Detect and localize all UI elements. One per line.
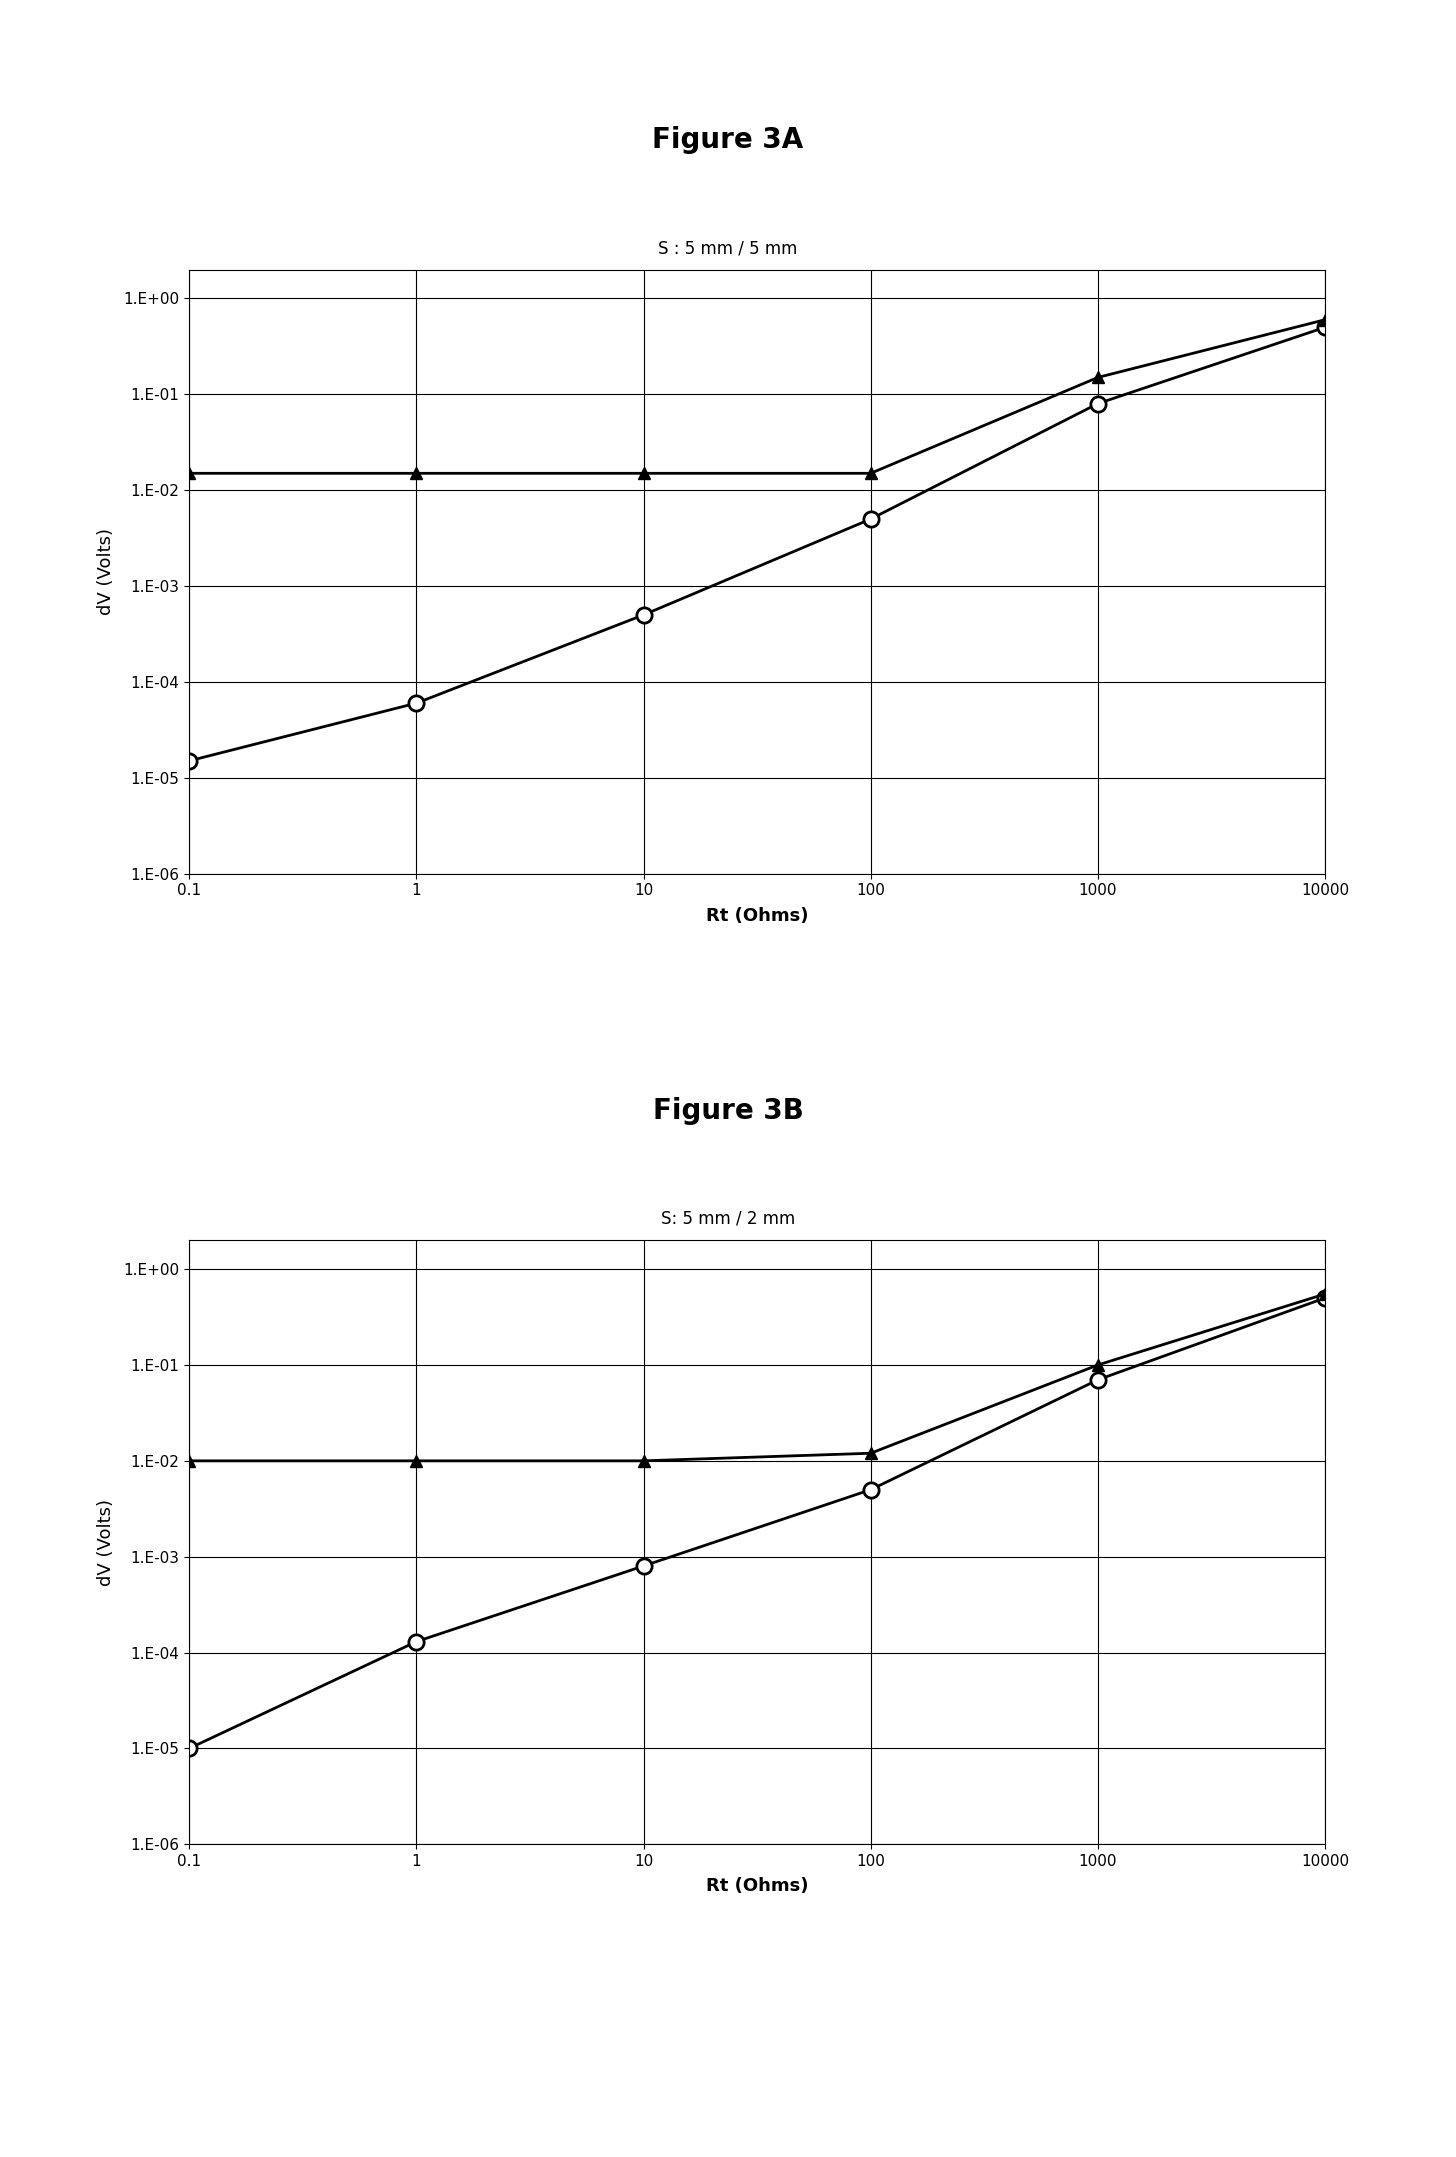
X-axis label: Rt (Ohms): Rt (Ohms) [706,906,808,925]
Text: Figure 3A: Figure 3A [652,127,804,153]
Y-axis label: dV (Volts): dV (Volts) [98,1499,115,1585]
X-axis label: Rt (Ohms): Rt (Ohms) [706,1877,808,1896]
Text: S: 5 mm / 2 mm: S: 5 mm / 2 mm [661,1210,795,1227]
Text: Figure 3B: Figure 3B [652,1098,804,1124]
Y-axis label: dV (Volts): dV (Volts) [98,528,115,615]
Text: S : 5 mm / 5 mm: S : 5 mm / 5 mm [658,239,798,257]
